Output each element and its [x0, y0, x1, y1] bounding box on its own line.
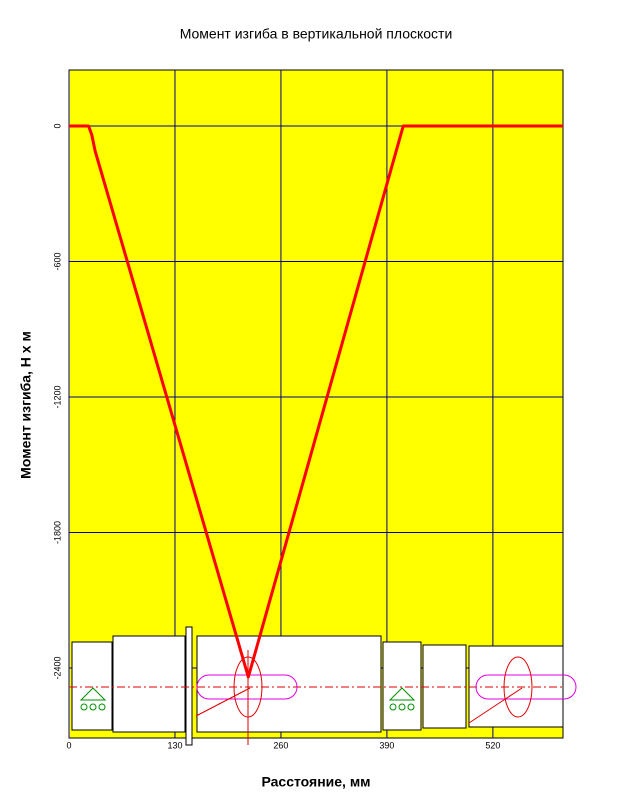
shaft-part — [382, 641, 422, 731]
key-slot — [475, 674, 577, 700]
shaft-part — [71, 641, 113, 731]
force-arrow — [195, 687, 251, 717]
y-axis-title: Момент изгиба, Н х м — [18, 331, 34, 479]
support — [398, 703, 406, 711]
force-arrow — [468, 687, 523, 724]
x-tick-label: 390 — [379, 740, 394, 750]
support — [89, 703, 97, 711]
torque — [503, 656, 533, 718]
y-tick-label: 0 — [52, 123, 62, 128]
line — [69, 124, 563, 679]
x-tick-label: 130 — [167, 740, 182, 750]
x-tick-label: 260 — [273, 740, 288, 750]
x-tick-label: 0 — [66, 740, 71, 750]
y-tick-label: -1200 — [52, 385, 62, 408]
support — [389, 703, 397, 711]
shaft-part — [196, 635, 382, 733]
y-tick-label: -600 — [52, 252, 62, 270]
shaft-diagram — [69, 626, 577, 746]
x-axis-title: Расстояние, мм — [261, 774, 370, 790]
chart-title: Момент изгиба в вертикальной плоскости — [180, 26, 453, 42]
support — [407, 703, 415, 711]
y-tick-label: -1800 — [52, 521, 62, 544]
shaft-part — [185, 626, 193, 746]
y-tick-label: -2400 — [52, 656, 62, 679]
support — [79, 687, 107, 701]
support — [388, 687, 416, 701]
x-tick-label: 520 — [485, 740, 500, 750]
plot-area — [68, 69, 564, 739]
support — [80, 703, 88, 711]
shaft-part — [112, 635, 186, 733]
support — [98, 703, 106, 711]
shaft-part — [468, 645, 564, 728]
